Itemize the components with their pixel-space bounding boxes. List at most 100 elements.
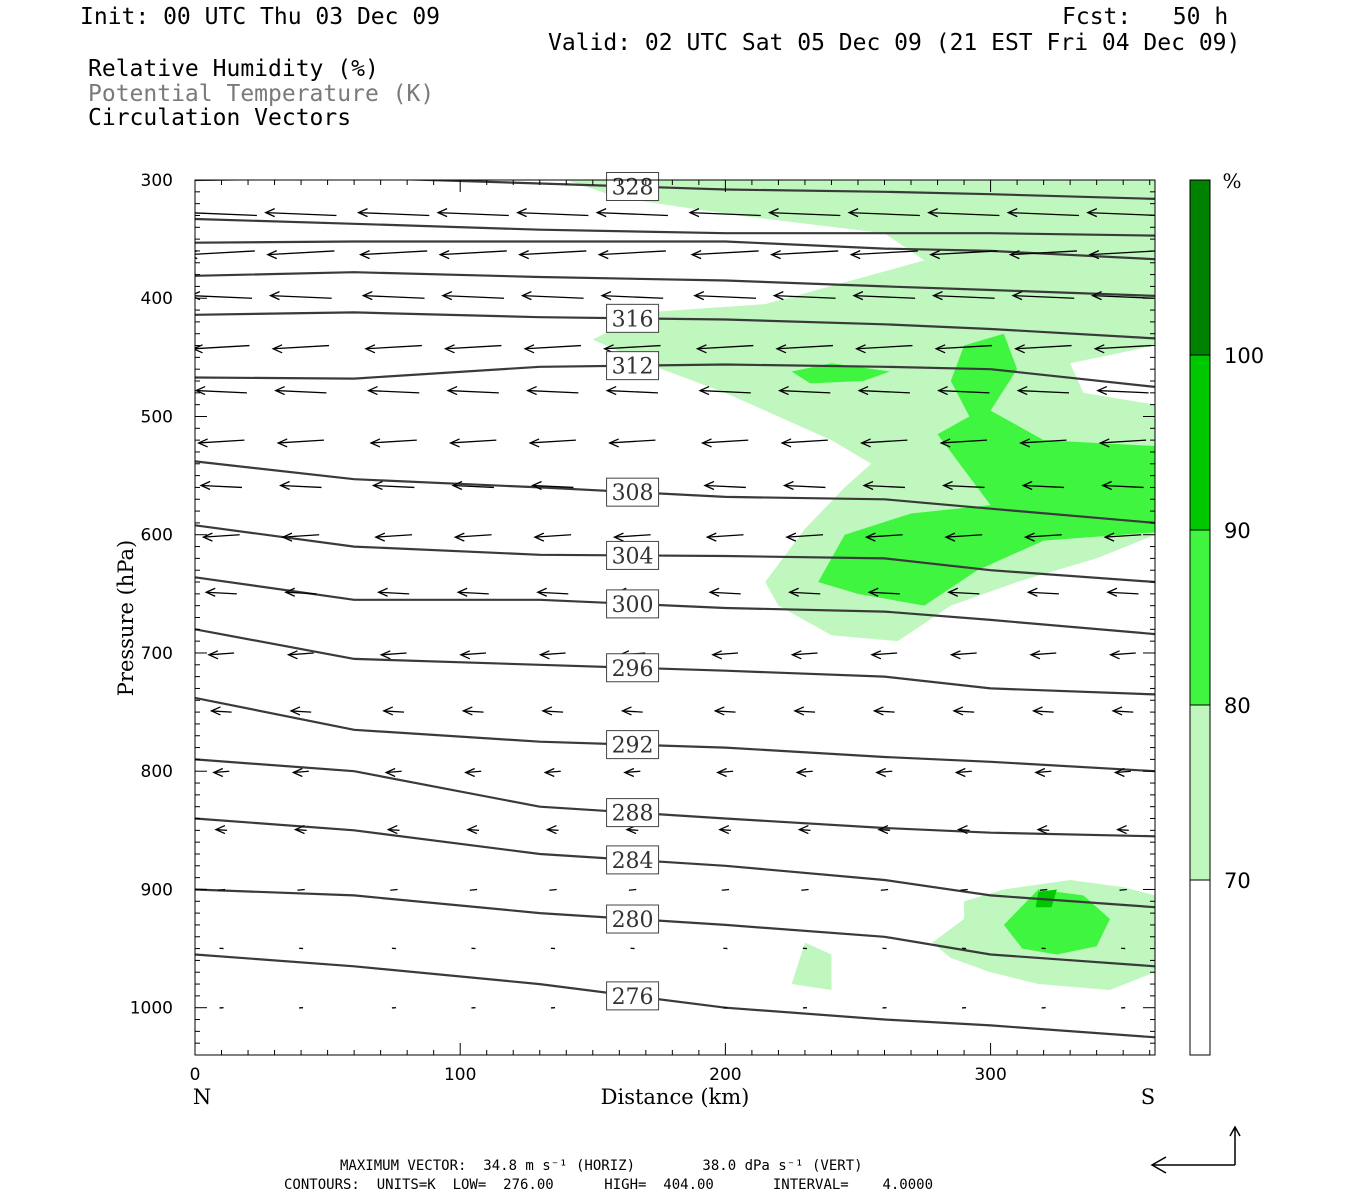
vector-head-8-0 xyxy=(204,587,216,597)
vector-4-2 xyxy=(368,389,420,394)
legend-rh: Relative Humidity (%) xyxy=(88,56,379,82)
vector-head-5-11 xyxy=(1098,438,1110,448)
vector-5-6 xyxy=(702,439,749,444)
vector-5-1 xyxy=(278,439,325,444)
colorbar-label-100: 100 xyxy=(1224,344,1264,368)
vector-5-8 xyxy=(861,439,908,444)
theta-contour-280 xyxy=(195,888,1155,968)
vector-head-2-5 xyxy=(600,291,612,301)
vector-1-10 xyxy=(1010,250,1077,256)
vector-head-10-2 xyxy=(382,706,394,716)
vector-11-11 xyxy=(1115,770,1131,774)
vector-head-12-7 xyxy=(797,824,809,835)
vector-head-2-6 xyxy=(693,291,705,301)
vector-2-1 xyxy=(270,294,332,299)
vector-7-10 xyxy=(1025,534,1062,538)
vector-4-1 xyxy=(275,389,327,394)
vector-2-5 xyxy=(601,294,664,299)
vector-9-2 xyxy=(381,652,407,656)
vector-11-3 xyxy=(465,770,482,774)
vector-head-9-1 xyxy=(286,650,298,660)
vector-head-3-6 xyxy=(695,344,707,354)
vector-8-2 xyxy=(378,591,410,595)
vector-head-0-2 xyxy=(356,208,368,218)
vector-head-11-10 xyxy=(1034,767,1046,778)
vector-1-8 xyxy=(851,250,918,256)
vector-3-11 xyxy=(1095,344,1152,350)
vector-10-1 xyxy=(290,710,312,713)
vector-head-10-6 xyxy=(713,706,725,716)
theta-label-304: 304 xyxy=(612,544,654,569)
circulation-vectors xyxy=(195,208,1155,1009)
colorbar-segment-1 xyxy=(1189,354,1211,531)
vector-head-12-9 xyxy=(956,824,968,835)
vector-head-8-6 xyxy=(708,587,720,597)
vector-head-3-1 xyxy=(271,344,283,354)
vector-head-12-2 xyxy=(386,824,398,835)
theta-contour-304 xyxy=(195,524,1155,584)
colorbar-segment-2 xyxy=(1189,529,1211,706)
vector-7-0 xyxy=(203,534,240,538)
vector-head-5-1 xyxy=(276,438,288,448)
y-tick-label: 400 xyxy=(141,289,173,309)
theta-label-box-316 xyxy=(606,303,660,333)
vector-head-9-0 xyxy=(207,650,219,660)
vector-2-10 xyxy=(1012,294,1075,299)
vector-head-0-8 xyxy=(847,208,859,218)
vector-head-4-8 xyxy=(857,385,869,396)
vector-13-11 xyxy=(1119,888,1127,891)
vector-6-0 xyxy=(201,484,243,489)
vector-8-9 xyxy=(948,591,980,595)
vector-11-4 xyxy=(545,770,561,774)
vector-head-1-6 xyxy=(690,250,702,260)
vector-9-1 xyxy=(288,652,314,656)
vector-5-5 xyxy=(609,439,656,444)
vector-head-4-10 xyxy=(1016,385,1028,396)
vector-head-6-9 xyxy=(942,480,953,491)
theta-label-box-328 xyxy=(606,172,660,202)
reference-vector-icon xyxy=(1150,1125,1241,1174)
vector-head-2-7 xyxy=(772,291,784,301)
rh-blob-2 xyxy=(791,363,890,384)
vector-4-8 xyxy=(859,389,910,394)
vector-13-1 xyxy=(297,888,305,891)
vector-head-7-0 xyxy=(201,532,213,542)
vector-head-0-6 xyxy=(688,208,700,218)
theta-label-308: 308 xyxy=(612,481,654,506)
colorbar-label-90: 90 xyxy=(1224,519,1251,543)
vector-head-2-8 xyxy=(852,291,864,301)
vector-7-7 xyxy=(786,534,824,538)
vector-11-0 xyxy=(213,770,230,774)
vector-head-5-3 xyxy=(448,438,460,448)
vector-head-0-9 xyxy=(927,208,938,218)
vector-head-2-10 xyxy=(1011,291,1023,301)
y-tick-label: 1000 xyxy=(130,999,173,1019)
vector-13-0 xyxy=(217,888,226,891)
vector-head-10-4 xyxy=(541,706,553,716)
vector-head-1-10 xyxy=(1008,250,1020,260)
vector-1-11 xyxy=(1089,250,1155,256)
y-tick-label: 300 xyxy=(141,171,173,191)
vector-2-9 xyxy=(933,294,995,299)
vector-7-1 xyxy=(282,534,320,538)
vector-3-1 xyxy=(273,344,330,350)
colorbar-label-80: 80 xyxy=(1224,694,1251,718)
vector-6-4 xyxy=(532,484,574,489)
y-axis-label: Pressure (hPa) xyxy=(114,540,138,696)
vector-10-0 xyxy=(211,710,232,713)
theta-label-box-292 xyxy=(606,730,660,760)
vector-0-8 xyxy=(849,211,920,217)
vector-11-9 xyxy=(956,770,972,774)
vector-0-5 xyxy=(597,211,668,217)
vector-head-10-9 xyxy=(952,706,964,716)
vector-head-9-6 xyxy=(711,650,723,660)
vector-11-10 xyxy=(1035,770,1052,774)
colorbar-label-70: 70 xyxy=(1224,869,1251,893)
vector-head-12-4 xyxy=(545,824,557,835)
vector-7-8 xyxy=(866,534,903,538)
vector-4-11 xyxy=(1097,389,1149,394)
vector-head-7-2 xyxy=(374,532,386,542)
vector-3-3 xyxy=(445,344,502,350)
vector-8-11 xyxy=(1107,591,1139,595)
